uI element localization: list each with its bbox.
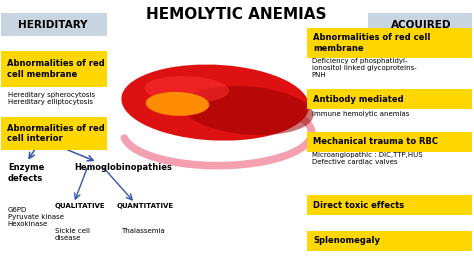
Text: Antibody mediated: Antibody mediated (313, 95, 404, 104)
Text: QUALITATIVE: QUALITATIVE (55, 203, 106, 209)
FancyBboxPatch shape (0, 117, 107, 150)
FancyBboxPatch shape (0, 51, 107, 87)
FancyBboxPatch shape (307, 231, 472, 251)
Text: Enzyme
defects: Enzyme defects (8, 163, 44, 183)
Ellipse shape (183, 86, 313, 135)
Text: G6PD
Pyruvate kinase
Hexokinase: G6PD Pyruvate kinase Hexokinase (8, 207, 64, 227)
FancyBboxPatch shape (307, 132, 472, 152)
Text: Immune hemolytic anemias: Immune hemolytic anemias (312, 110, 409, 117)
Ellipse shape (145, 76, 229, 103)
FancyBboxPatch shape (368, 13, 474, 36)
Text: Hemoglobinopathies: Hemoglobinopathies (74, 163, 172, 172)
Ellipse shape (146, 92, 209, 116)
Text: HEMOLYTIC ANEMIAS: HEMOLYTIC ANEMIAS (146, 7, 327, 22)
Text: Abnormalities of red
cell interior: Abnormalities of red cell interior (7, 124, 105, 143)
Text: Deficiency of phosphatidyl-
ionositol linked glycoproteins-
PNH: Deficiency of phosphatidyl- ionositol li… (312, 57, 417, 78)
Text: QUANTITATIVE: QUANTITATIVE (116, 203, 173, 209)
FancyBboxPatch shape (307, 89, 472, 109)
Text: Splenomegaly: Splenomegaly (313, 236, 380, 245)
FancyBboxPatch shape (0, 13, 107, 36)
Text: Microangiopathic : DIC,TTP,HUS
Defective cardiac valves: Microangiopathic : DIC,TTP,HUS Defective… (312, 152, 422, 165)
Text: HERIDITARY: HERIDITARY (18, 20, 87, 30)
FancyBboxPatch shape (307, 195, 472, 215)
FancyBboxPatch shape (307, 28, 472, 57)
Text: Direct toxic effects: Direct toxic effects (313, 201, 404, 210)
Text: Mechanical trauma to RBC: Mechanical trauma to RBC (313, 137, 438, 146)
Text: ACQUIRED: ACQUIRED (392, 20, 452, 30)
Text: Hereditary spherocytosis
Hereditary elliptocytosis: Hereditary spherocytosis Hereditary elli… (8, 92, 95, 105)
Text: Abnormalities of red
cell membrane: Abnormalities of red cell membrane (7, 59, 105, 78)
Ellipse shape (121, 65, 309, 141)
Text: Sickle cell
disease: Sickle cell disease (55, 228, 90, 241)
Text: Thalassemia: Thalassemia (121, 228, 164, 234)
Text: Abnormalities of red cell
membrane: Abnormalities of red cell membrane (313, 33, 430, 53)
